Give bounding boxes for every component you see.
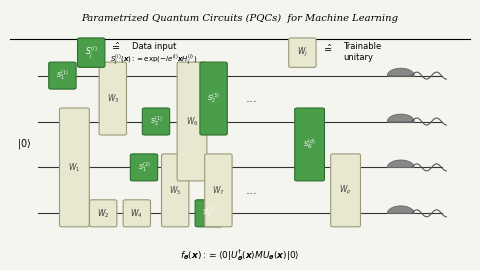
Text: $W_4$: $W_4$ [131, 207, 143, 220]
FancyBboxPatch shape [89, 200, 117, 227]
FancyBboxPatch shape [289, 38, 316, 67]
Polygon shape [387, 114, 414, 122]
FancyBboxPatch shape [204, 154, 232, 227]
Text: $W_1$: $W_1$ [68, 161, 81, 174]
Text: $\hat{=}$: $\hat{=}$ [110, 42, 121, 52]
Text: $S_1^{(2)}$: $S_1^{(2)}$ [138, 160, 150, 174]
Text: unitary: unitary [343, 53, 373, 62]
FancyBboxPatch shape [142, 108, 169, 135]
Text: $f_{\boldsymbol{\theta}}(\boldsymbol{x}) := \langle 0| U_{\boldsymbol{\theta}}^{: $f_{\boldsymbol{\theta}}(\boldsymbol{x})… [180, 247, 300, 263]
Text: $W_6$: $W_6$ [186, 115, 198, 128]
Text: ...: ... [246, 92, 258, 105]
Text: $|0\rangle$: $|0\rangle$ [17, 137, 31, 151]
Text: $W_2$: $W_2$ [97, 207, 109, 220]
FancyBboxPatch shape [161, 154, 189, 227]
FancyBboxPatch shape [295, 108, 324, 181]
Text: $S_2^{(3)}$: $S_2^{(3)}$ [207, 92, 220, 106]
Text: $S_N^{(d)}$: $S_N^{(d)}$ [303, 137, 316, 151]
FancyBboxPatch shape [60, 108, 89, 227]
Text: $S_j^{(i)}(\boldsymbol{x}) := \exp(-ie^{(i)} \boldsymbol{x} H_j^{(i)})$: $S_j^{(i)}(\boldsymbol{x}) := \exp(-ie^{… [110, 52, 198, 68]
Text: ...: ... [246, 184, 258, 197]
FancyBboxPatch shape [77, 38, 105, 67]
Polygon shape [387, 206, 414, 213]
Text: $W_j$: $W_j$ [297, 46, 308, 59]
Text: Parametrized Quantum Circuits (PQCs)  for Machine Learning: Parametrized Quantum Circuits (PQCs) for… [82, 14, 398, 23]
FancyBboxPatch shape [177, 62, 207, 181]
Text: $W_5$: $W_5$ [169, 184, 181, 197]
FancyBboxPatch shape [130, 154, 157, 181]
Text: $W_p$: $W_p$ [339, 184, 352, 197]
Text: $W_3$: $W_3$ [107, 92, 119, 105]
FancyBboxPatch shape [123, 200, 150, 227]
Text: $S_j^{(i)}$: $S_j^{(i)}$ [85, 45, 97, 61]
FancyBboxPatch shape [99, 62, 127, 135]
FancyBboxPatch shape [331, 154, 360, 227]
FancyBboxPatch shape [49, 62, 76, 89]
Text: Data input: Data input [132, 42, 176, 51]
Text: $W_7$: $W_7$ [212, 184, 225, 197]
Text: $S_2^{(1)}$: $S_2^{(1)}$ [150, 114, 162, 129]
Text: $S_1^{(1)}$: $S_1^{(1)}$ [56, 69, 69, 83]
Text: Trainable: Trainable [343, 42, 382, 51]
FancyBboxPatch shape [195, 200, 222, 227]
Text: $S_3^{(2)}$: $S_3^{(2)}$ [203, 206, 215, 220]
Polygon shape [387, 160, 414, 167]
Polygon shape [387, 68, 414, 76]
Text: $\hat{=}$: $\hat{=}$ [322, 43, 333, 54]
FancyBboxPatch shape [200, 62, 228, 135]
